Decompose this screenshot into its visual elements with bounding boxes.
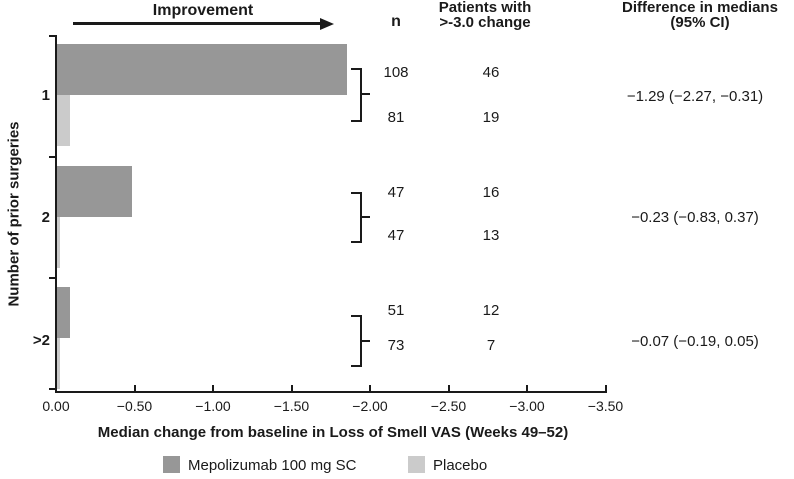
patients-value: 19 bbox=[482, 109, 500, 126]
y-axis-line bbox=[55, 35, 57, 393]
x-axis-tick bbox=[605, 385, 607, 391]
patients-value: 12 bbox=[482, 302, 500, 319]
y-axis-tick bbox=[49, 277, 55, 279]
x-tick-label: −1.00 bbox=[195, 398, 231, 414]
x-axis-tick bbox=[291, 385, 293, 391]
legend-label-placebo: Placebo bbox=[433, 457, 488, 474]
x-tick-label: 0.00 bbox=[42, 398, 70, 414]
x-axis-tick bbox=[448, 385, 450, 391]
y-axis-tick bbox=[49, 388, 55, 390]
patients-value: 46 bbox=[482, 64, 500, 81]
column-header-n: n bbox=[391, 13, 401, 30]
difference-value: −0.23 (−0.83, 0.37) bbox=[631, 209, 759, 226]
column-header-difference: Difference in medians (95% CI) bbox=[622, 0, 778, 31]
difference-value: −0.07 (−0.19, 0.05) bbox=[631, 333, 759, 350]
x-axis-tick bbox=[55, 385, 57, 391]
x-tick-label: −1.50 bbox=[273, 398, 310, 414]
legend-swatch-mepolizumab bbox=[163, 456, 180, 473]
patients-value: 7 bbox=[486, 337, 496, 354]
improvement-label: Improvement bbox=[152, 2, 254, 19]
x-axis-tick bbox=[526, 385, 528, 391]
x-tick-label: −2.50 bbox=[430, 398, 467, 414]
bar-mepolizumab-group2 bbox=[57, 166, 133, 217]
category-label: 2 bbox=[41, 209, 50, 226]
n-value: 108 bbox=[383, 64, 409, 81]
bar-placebo-group3 bbox=[57, 338, 61, 389]
x-axis-title: Median change from baseline in Loss of S… bbox=[97, 424, 569, 441]
x-tick-label: −2.00 bbox=[352, 398, 388, 414]
x-axis-tick bbox=[212, 385, 214, 391]
bar-placebo-group1 bbox=[57, 95, 70, 146]
difference-value: −1.29 (−2.27, −0.31) bbox=[626, 88, 764, 105]
x-tick-label: −3.00 bbox=[509, 398, 545, 414]
n-value: 51 bbox=[387, 302, 405, 319]
n-value: 47 bbox=[387, 227, 405, 244]
bracket-connector bbox=[360, 216, 370, 218]
x-tick-label: −0.50 bbox=[116, 398, 153, 414]
patients-value: 16 bbox=[482, 184, 500, 201]
column-header-patients: Patients with >-3.0 change bbox=[438, 0, 532, 31]
comparison-bracket bbox=[351, 68, 362, 122]
improvement-arrow-line bbox=[73, 22, 320, 25]
x-axis-tick bbox=[369, 385, 371, 391]
bar-mepolizumab-group1 bbox=[57, 44, 348, 95]
x-axis-tick bbox=[134, 385, 136, 391]
bar-placebo-group2 bbox=[57, 217, 61, 268]
patients-value: 13 bbox=[482, 227, 500, 244]
category-label: 1 bbox=[41, 87, 50, 104]
y-axis-tick bbox=[49, 156, 55, 158]
bar-mepolizumab-group3 bbox=[57, 287, 70, 338]
improvement-arrow-head-icon bbox=[320, 18, 334, 30]
x-axis-line bbox=[55, 391, 607, 393]
legend-swatch-placebo bbox=[408, 456, 425, 473]
n-value: 47 bbox=[387, 184, 405, 201]
n-value: 73 bbox=[387, 337, 405, 354]
legend-label-mepolizumab: Mepolizumab 100 mg SC bbox=[188, 457, 357, 474]
y-axis-tick bbox=[49, 35, 55, 37]
n-value: 81 bbox=[387, 109, 405, 126]
bracket-connector bbox=[360, 93, 370, 95]
category-label: >2 bbox=[32, 332, 50, 349]
bracket-connector bbox=[360, 340, 370, 342]
x-tick-label: −3.50 bbox=[587, 398, 624, 414]
